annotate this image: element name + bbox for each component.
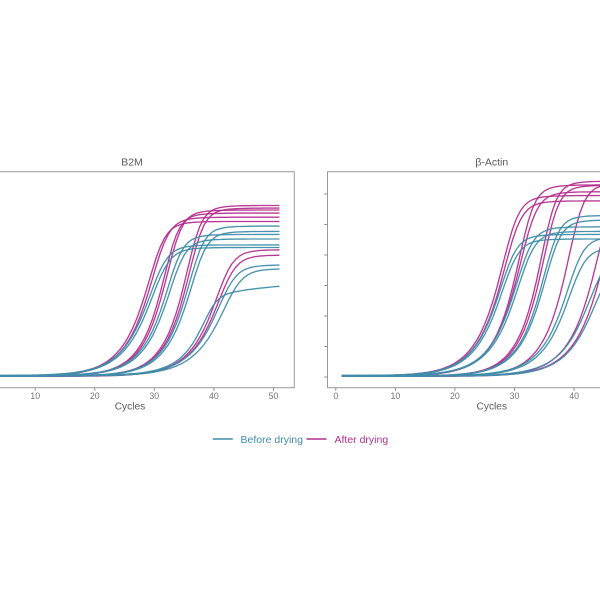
svg-text:30: 30 [510,391,520,401]
svg-text:Before drying: Before drying [241,434,304,446]
svg-text:β-Actin: β-Actin [475,157,508,169]
svg-text:30: 30 [149,391,159,401]
svg-text:10: 10 [391,391,401,401]
svg-text:50: 50 [269,391,279,401]
svg-text:0: 0 [333,391,338,401]
svg-text:After drying: After drying [335,434,389,446]
svg-text:Cycles: Cycles [115,401,146,412]
svg-text:40: 40 [209,391,219,401]
svg-text:20: 20 [450,391,460,401]
svg-text:10: 10 [30,391,40,401]
svg-text:20: 20 [90,391,100,401]
svg-text:B2M: B2M [121,157,143,169]
svg-text:40: 40 [569,391,579,401]
svg-text:Cycles: Cycles [477,401,508,412]
